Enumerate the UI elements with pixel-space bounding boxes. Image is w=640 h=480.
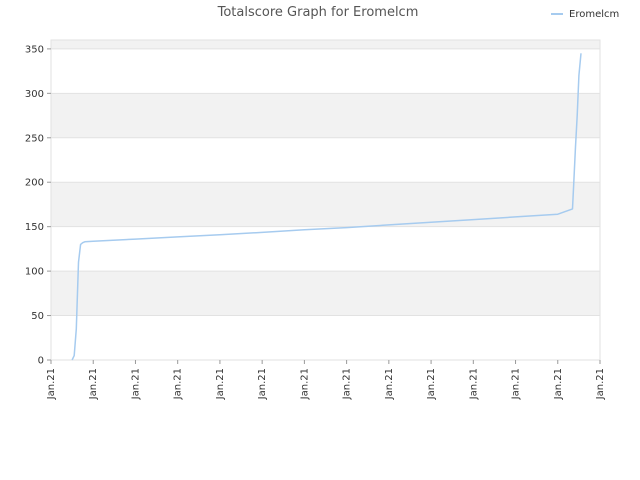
grid-band — [51, 271, 600, 316]
x-tick-label: Jan.21 — [257, 368, 268, 400]
grid-band — [51, 93, 600, 138]
chart-title: Totalscore Graph for Eromelcm — [217, 5, 419, 20]
y-tick-label: 250 — [25, 133, 44, 144]
series-line-eromelcm[interactable] — [71, 53, 582, 361]
y-tick-label: 150 — [25, 222, 44, 233]
x-tick-label: Jan.21 — [511, 368, 522, 400]
x-tick-label: Jan.21 — [468, 368, 479, 400]
x-tick-label: Jan.21 — [299, 368, 310, 400]
y-tick-label: 350 — [25, 44, 44, 55]
x-tick-label: Jan.21 — [426, 368, 437, 400]
y-tick-label: 0 — [38, 356, 44, 367]
x-tick-label: Jan.21 — [553, 368, 564, 400]
legend[interactable]: Eromelcm — [551, 9, 619, 20]
series-lines — [71, 53, 582, 361]
x-tick-label: Jan.21 — [342, 368, 353, 400]
x-tick-label: Jan.21 — [88, 368, 99, 400]
plot-frame — [50, 39, 601, 361]
y-axis: 0 50 100 150 200 250 300 350 — [25, 44, 51, 367]
grid-band — [51, 40, 600, 49]
x-tick-label: Jan.21 — [384, 368, 395, 400]
y-tick-label: 50 — [31, 311, 44, 322]
x-axis: Jan.21 Jan.21 Jan.21 Jan.21 Jan.21 Jan.21 Jan.… — [46, 360, 606, 400]
grid-band — [51, 182, 600, 227]
x-tick-label: Jan.21 — [130, 368, 141, 400]
x-tick-label: Jan.21 — [215, 368, 226, 400]
x-tick-label: Jan.21 — [595, 368, 606, 400]
grid-bands — [51, 40, 600, 316]
x-tick-label: Jan.21 — [173, 368, 184, 400]
y-tick-label: 100 — [25, 267, 44, 278]
x-tick-label: Jan.21 — [46, 368, 57, 400]
legend-label: Eromelcm — [569, 9, 619, 20]
y-tick-label: 200 — [25, 178, 44, 189]
y-tick-label: 300 — [25, 89, 44, 100]
